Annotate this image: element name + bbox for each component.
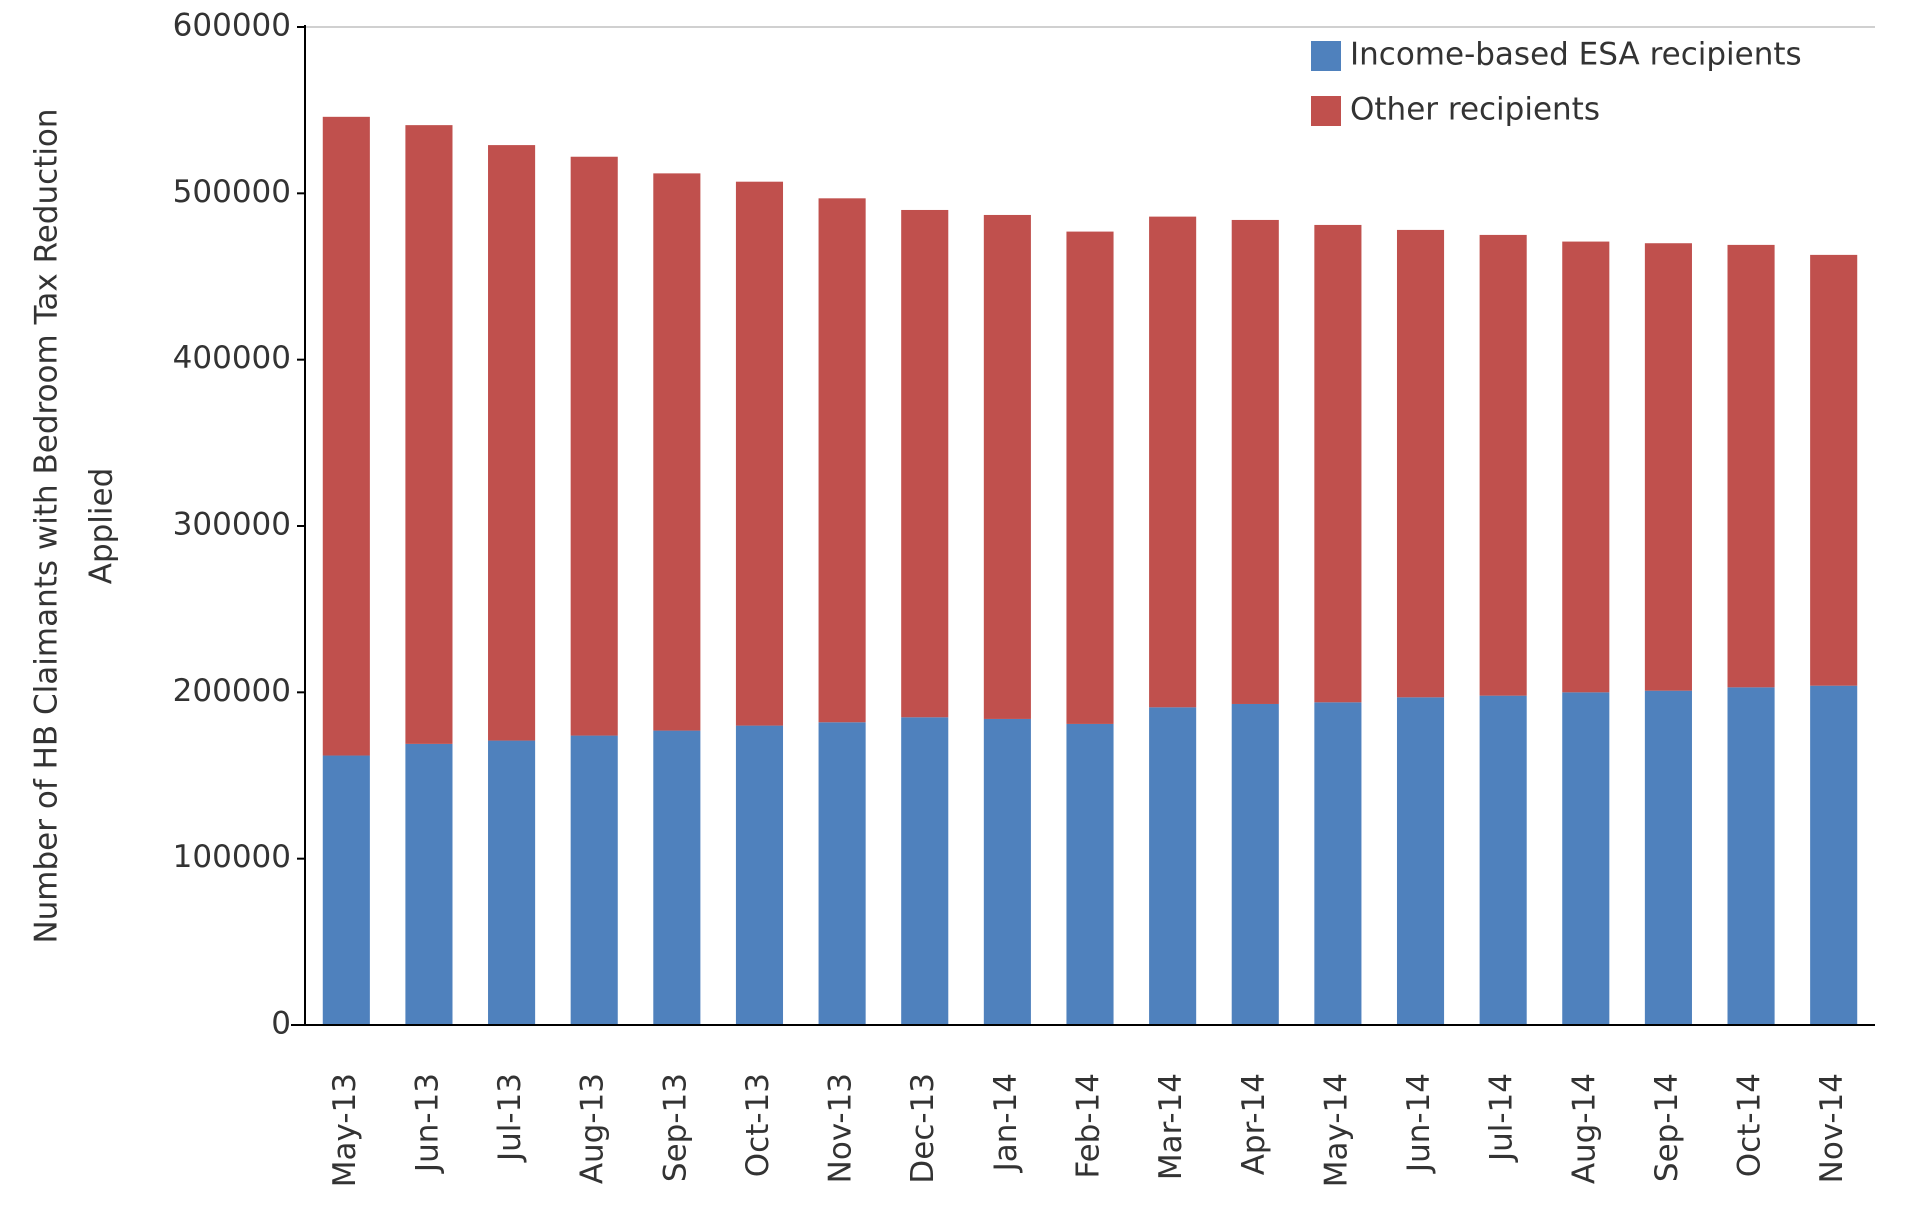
x-tick-label: Apr-14 <box>1236 1073 1272 1175</box>
x-tick-label: Jan-14 <box>988 1073 1024 1173</box>
bar-segment <box>1231 703 1279 1025</box>
bar-segment <box>322 755 370 1025</box>
bar-segment <box>653 173 701 731</box>
bar-segment <box>1396 697 1445 1025</box>
bar-segment <box>1066 723 1114 1025</box>
legend-label: Income-based ESA recipients <box>1350 37 1802 73</box>
bar-segment <box>1479 695 1527 1025</box>
bar-segment <box>488 145 536 741</box>
bar-segment <box>1644 690 1692 1025</box>
bar-segment <box>983 718 1031 1025</box>
bar-segment <box>901 717 949 1025</box>
x-tick-label: Sep-14 <box>1649 1073 1685 1182</box>
bar-segment <box>653 730 701 1025</box>
x-tick-label: Jun-13 <box>409 1073 445 1174</box>
bar-segment <box>1727 687 1775 1025</box>
bar-segment <box>1314 702 1362 1025</box>
x-tick-label: Aug-14 <box>1566 1073 1602 1184</box>
legend-swatch <box>1311 96 1341 126</box>
x-tick-label: Aug-13 <box>575 1073 611 1184</box>
bar-segment <box>1810 685 1858 1025</box>
x-tick-label: Jul-14 <box>1484 1073 1520 1163</box>
x-tick-label: May-14 <box>1318 1073 1354 1187</box>
bar-segment <box>1314 224 1362 703</box>
bar-segment <box>405 743 453 1025</box>
x-tick-label: Oct-14 <box>1732 1073 1768 1177</box>
y-tick-label: 400000 <box>173 340 291 376</box>
y-tick-label: 200000 <box>173 673 291 709</box>
y-axis-label: Number of HB Claimants with Bedroom Tax … <box>29 108 65 943</box>
bar-segment <box>570 735 618 1025</box>
x-tick-label: Mar-14 <box>1153 1073 1189 1180</box>
x-tick-label: Sep-13 <box>657 1073 693 1182</box>
x-tick-label: Dec-13 <box>905 1073 941 1184</box>
y-tick-label: 300000 <box>173 507 291 543</box>
bar-segment <box>1562 692 1610 1025</box>
bar-segment <box>735 181 784 726</box>
x-tick-label: May-13 <box>327 1073 363 1187</box>
bar-segment <box>735 725 784 1025</box>
bar-segment <box>570 156 618 736</box>
bar-segment <box>983 214 1031 719</box>
bar-segment <box>1562 241 1610 693</box>
bar-segment <box>1149 707 1197 1025</box>
bar-segment <box>1479 234 1527 696</box>
y-tick-label: 100000 <box>173 839 291 875</box>
y-tick-label: 600000 <box>173 8 291 44</box>
x-tick-label: Nov-13 <box>823 1073 859 1183</box>
bar-segment <box>488 740 536 1025</box>
bar-segment <box>1810 254 1858 686</box>
x-tick-label: Jul-13 <box>492 1073 528 1163</box>
bar-segment <box>818 198 866 723</box>
x-tick-label: Feb-14 <box>1071 1073 1107 1179</box>
y-axis-label: Applied <box>84 468 120 585</box>
bar-segment <box>901 209 949 718</box>
bar-segment <box>1231 219 1279 704</box>
legend-label: Other recipients <box>1350 92 1600 128</box>
y-tick-label: 0 <box>271 1006 291 1042</box>
legend-swatch <box>1311 41 1341 71</box>
bar-segment <box>1149 216 1197 708</box>
bar-segment <box>322 116 370 756</box>
bar-segment <box>1644 243 1692 691</box>
bar-segment <box>818 722 866 1025</box>
bar-segment <box>1066 231 1114 724</box>
y-tick-label: 500000 <box>173 174 291 210</box>
bar-segment <box>1396 229 1445 698</box>
x-tick-label: Nov-14 <box>1814 1073 1850 1183</box>
bar-segment <box>405 125 453 744</box>
x-tick-label: Oct-13 <box>740 1073 776 1177</box>
x-tick-label: Jun-14 <box>1401 1073 1437 1174</box>
bar-segment <box>1727 244 1775 688</box>
